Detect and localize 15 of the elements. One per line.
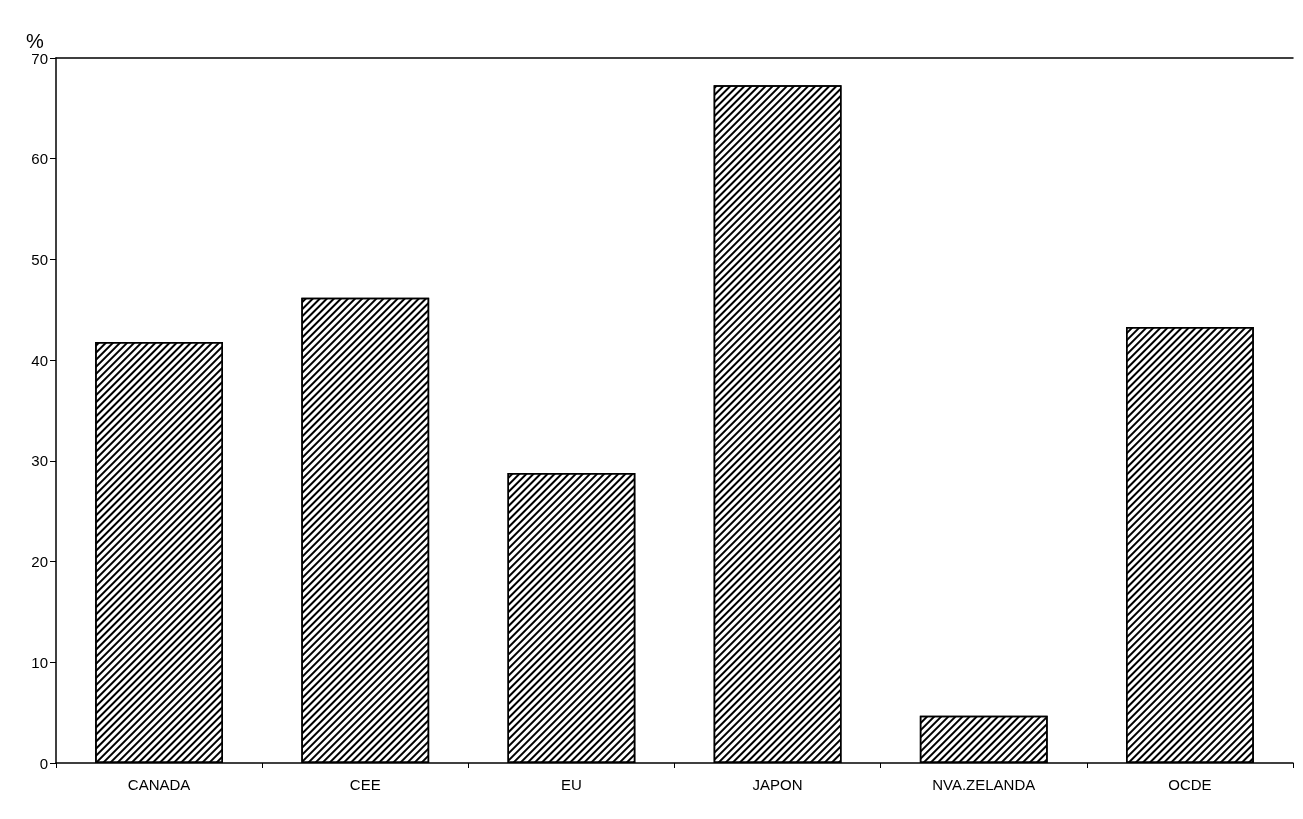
y-tick-label: 40 <box>31 351 48 369</box>
x-tick-label: NVA.ZELANDA <box>932 776 1036 793</box>
x-tick-label: EU <box>560 776 582 793</box>
y-tick-label: 70 <box>31 49 48 67</box>
y-tick-label: 10 <box>31 653 48 671</box>
y-tick-label: 0 <box>39 754 48 772</box>
y-tick-label: 20 <box>31 553 48 571</box>
y-tick-label: 30 <box>31 452 48 470</box>
y-tick-label: 50 <box>31 250 48 268</box>
x-tick-label: JAPON <box>752 776 803 793</box>
y-axis-title: % <box>26 29 44 52</box>
x-tick-label: CANADA <box>127 776 191 793</box>
x-tick-label: CEE <box>349 776 381 793</box>
y-tick-label: 60 <box>31 150 48 168</box>
x-tick-label: OCDE <box>1168 776 1212 793</box>
